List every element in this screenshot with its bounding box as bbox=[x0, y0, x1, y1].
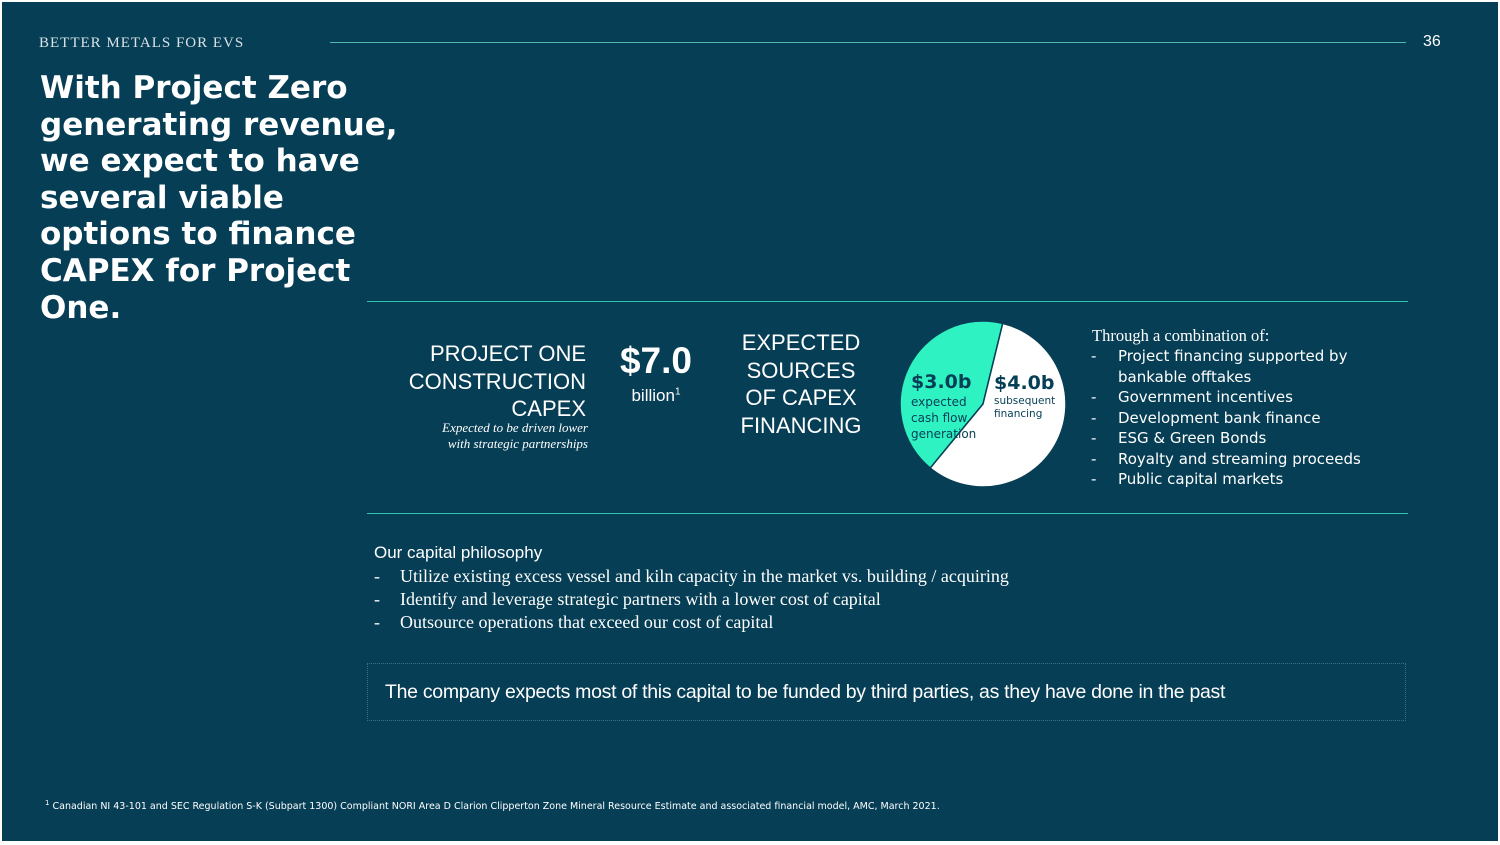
capex-note-line: Expected to be driven lower bbox=[442, 420, 588, 435]
capex-note-line: with strategic partnerships bbox=[447, 436, 588, 451]
section-divider-bottom bbox=[367, 513, 1408, 514]
pie-slice-financing bbox=[929, 322, 1067, 488]
bullet-dash: - bbox=[374, 612, 380, 632]
pie-label-cash-flow: $3.0b expected cash flow generation bbox=[911, 371, 976, 442]
list-item-text: Outsource operations that exceed our cos… bbox=[400, 612, 774, 632]
philosophy-list: - Utilize existing excess vessel and kiln… bbox=[374, 565, 1009, 634]
list-item: - Public capital markets bbox=[1091, 469, 1361, 490]
capex-note: Expected to be driven lower with strateg… bbox=[442, 420, 588, 452]
list-item: - Utilize existing excess vessel and kiln… bbox=[374, 565, 1009, 588]
pie-label-financing: $4.0b subsequent financing bbox=[994, 372, 1055, 421]
sources-title-line: SOURCES bbox=[746, 357, 856, 383]
callout-text: The company expects most of this capital… bbox=[385, 681, 1226, 703]
slice-value-label: $3.0b bbox=[911, 371, 972, 393]
list-item: - Government incentives bbox=[1091, 387, 1361, 408]
bullet-dash: - bbox=[374, 589, 380, 609]
list-item: - Development bank finance bbox=[1091, 408, 1361, 429]
list-item: - ESG & Green Bonds bbox=[1091, 428, 1361, 449]
capex-title-line: CONSTRUCTION bbox=[408, 368, 586, 394]
footnote-marker: 1 bbox=[45, 799, 50, 807]
slice-value-label: $4.0b bbox=[994, 372, 1055, 394]
list-item: - Royalty and streaming proceeds bbox=[1091, 449, 1361, 470]
list-item-line: Public capital markets bbox=[1118, 470, 1284, 488]
list-item-line: bankable offtakes bbox=[1118, 367, 1252, 386]
bullet-dash: - bbox=[1091, 388, 1097, 406]
slice-desc-line: expected bbox=[911, 395, 967, 409]
footnote-text: Canadian NI 43-101 and SEC Regulation S-… bbox=[52, 801, 940, 813]
list-item: - Project financing supported by bankable … bbox=[1091, 346, 1361, 387]
bullet-dash: - bbox=[374, 566, 380, 586]
financing-pie-chart: $3.0b expected cash flow generation $4.0… bbox=[899, 317, 1070, 492]
list-item-line: Royalty and streaming proceeds bbox=[1118, 449, 1361, 468]
footnote-marker: 1 bbox=[674, 386, 681, 398]
page-title: With Project Zero generating revenue, we… bbox=[40, 70, 398, 326]
bullet-dash: - bbox=[1091, 408, 1097, 427]
capex-value: $7.0 bbox=[619, 340, 692, 381]
slice-desc-line: cash flow bbox=[911, 411, 968, 425]
pie-svg bbox=[899, 320, 1067, 488]
capex-unit-text: billion bbox=[631, 386, 675, 405]
sources-title-line: FINANCING bbox=[740, 412, 862, 438]
sources-title: EXPECTED SOURCES OF CAPEX FINANCING bbox=[732, 329, 870, 439]
slice-desc-line: financing bbox=[994, 408, 1043, 420]
bullet-dash: - bbox=[1091, 470, 1097, 488]
callout-box: The company expects most of this capital… bbox=[367, 663, 1406, 721]
capex-unit: billion1 bbox=[614, 386, 698, 406]
section-divider-top bbox=[367, 301, 1408, 302]
list-item-line: Government incentives bbox=[1118, 388, 1293, 406]
sources-title-line: EXPECTED bbox=[741, 330, 861, 355]
bullet-dash: - bbox=[1091, 429, 1097, 447]
bullet-dash: - bbox=[1091, 449, 1097, 468]
pie-slice-cash-flow bbox=[899, 320, 1004, 470]
page-number: 36 bbox=[1423, 33, 1441, 50]
list-item-text: Identify and leverage strategic partners… bbox=[400, 589, 881, 609]
philosophy-title: Our capital philosophy bbox=[374, 543, 543, 562]
list-item: - Outsource operations that exceed our co… bbox=[374, 611, 1009, 634]
combination-title: Through a combination of: bbox=[1092, 326, 1270, 345]
list-item-line: Project financing supported by bbox=[1118, 347, 1348, 365]
list-item-line: ESG & Green Bonds bbox=[1118, 429, 1267, 447]
capex-title-line: CAPEX bbox=[511, 396, 586, 421]
brand-label: BETTER METALS FOR EVS bbox=[39, 35, 245, 51]
combination-list: - Project financing supported by bankable … bbox=[1091, 346, 1361, 490]
header-rule bbox=[330, 42, 1406, 43]
slice-desc-line: subsequent bbox=[994, 395, 1056, 407]
capex-title-line: PROJECT ONE bbox=[429, 341, 586, 366]
footnote: 1 Canadian NI 43-101 and SEC Regulation … bbox=[45, 799, 940, 812]
slice-desc-line: generation bbox=[911, 427, 977, 441]
list-item-text: Utilize existing excess vessel and kiln … bbox=[400, 566, 1009, 586]
list-item: - Identify and leverage strategic partner… bbox=[374, 588, 1009, 611]
bullet-dash: - bbox=[1091, 347, 1097, 365]
capex-title: PROJECT ONE CONSTRUCTION CAPEX bbox=[409, 340, 586, 423]
sources-title-line: OF CAPEX bbox=[745, 385, 857, 410]
list-item-line: Development bank finance bbox=[1118, 408, 1321, 427]
